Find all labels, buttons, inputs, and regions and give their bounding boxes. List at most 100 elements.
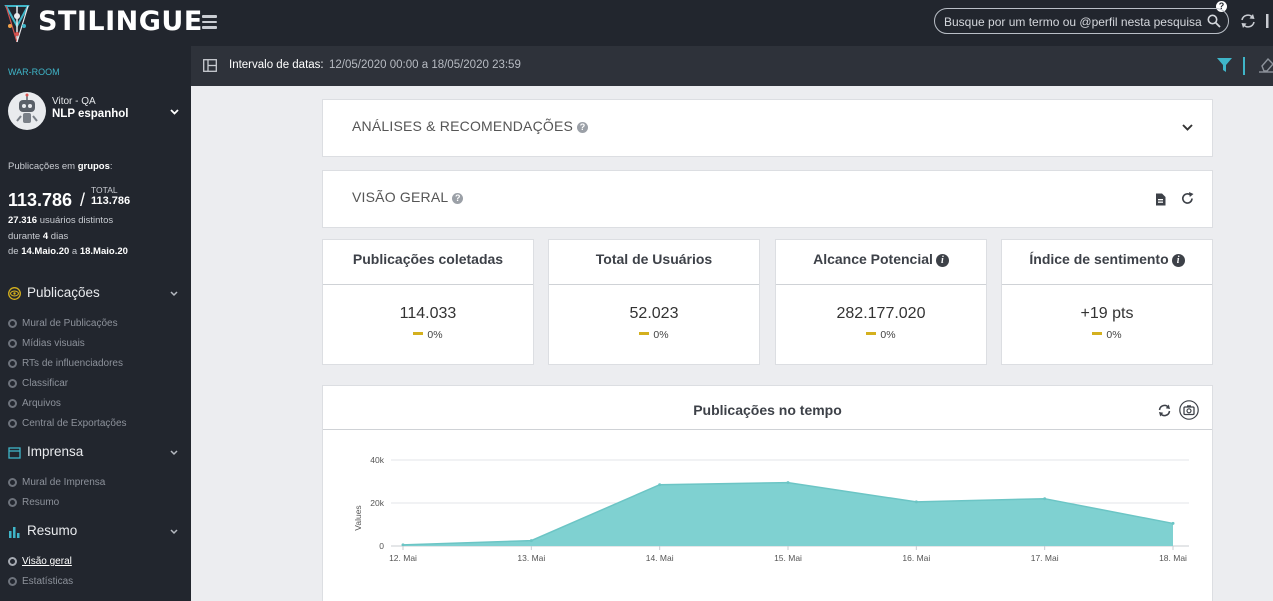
data-point[interactable] [914, 500, 918, 504]
chevron-down-icon[interactable] [170, 109, 179, 115]
section-imprensa[interactable]: Imprensa [8, 444, 183, 462]
chevron-down-icon[interactable] [170, 529, 178, 535]
bullet-icon [8, 577, 17, 586]
date-range-bar: Intervalo de datas: 12/05/2020 00:00 a 1… [191, 46, 1273, 86]
date-range-value[interactable]: 12/05/2020 00:00 a 18/05/2020 23:59 [329, 59, 521, 71]
x-tick-label: 18. Mai [1159, 553, 1187, 563]
avatar [8, 92, 46, 130]
data-point[interactable] [401, 543, 405, 547]
bullet-icon [8, 339, 17, 348]
top-bar: STILINGUE ? [0, 0, 1273, 46]
bullet-icon [8, 419, 17, 428]
y-tick-label: 20k [370, 498, 384, 508]
chart-card: Publicações no tempo 0 20k 40k 12. Mai 13. … [322, 385, 1213, 601]
sync-icon[interactable] [1240, 13, 1256, 29]
date-range-label: Intervalo de datas: [229, 59, 324, 71]
help-icon[interactable]: ? [577, 122, 589, 133]
section-resumo[interactable]: Resumo [8, 523, 183, 541]
section-label: Publicações [27, 285, 100, 300]
x-tick-label: 16. Mai [902, 553, 930, 563]
x-tick-label: 12. Mai [389, 553, 417, 563]
chevron-down-icon[interactable] [1182, 124, 1193, 131]
kpi-value: 282.177.020 [836, 305, 926, 322]
chart-header: Publicações no tempo [323, 386, 1212, 430]
menu-toggle-icon[interactable] [202, 15, 217, 29]
bullet-icon [8, 557, 17, 566]
bullet-icon [8, 319, 17, 328]
period-dates: de 14.Maio.20 a 18.Maio.20 [8, 246, 128, 257]
total-label: TOTAL [91, 185, 118, 195]
layout-icon[interactable] [203, 59, 217, 72]
chart-title: Publicações no tempo [693, 402, 842, 418]
data-point[interactable] [786, 481, 790, 485]
kpi-title: Total de Usuários [595, 251, 713, 267]
chevron-down-icon[interactable] [170, 450, 178, 456]
bullet-icon [8, 359, 17, 368]
kpi-value: 52.023 [629, 305, 679, 322]
profile-name[interactable]: NLP espanhol [52, 108, 129, 120]
expand-icon[interactable] [1266, 13, 1273, 29]
eye-icon [8, 287, 21, 300]
data-point[interactable] [1043, 497, 1047, 501]
kpi-header: Alcance Potencial i [776, 240, 986, 285]
x-tick-label: 14. Mai [646, 553, 674, 563]
kpi-title: Índice de sentimento [1029, 251, 1169, 267]
logo-text: STILINGUE [38, 6, 203, 37]
publications-area-chart: 0 20k 40k 12. Mai 13. Mai 14. Mai 15. Mai 16. … [353, 455, 1189, 563]
analysis-card[interactable]: ANÁLISES & RECOMENDAÇÕES? [322, 99, 1213, 157]
pdf-icon[interactable] [1155, 193, 1166, 206]
y-axis-title: Values [353, 505, 363, 530]
series-area[interactable] [403, 482, 1173, 546]
section-publicacoes[interactable]: Publicações [8, 285, 183, 303]
info-icon[interactable]: i [935, 254, 949, 267]
section-label: Imprensa [27, 444, 84, 459]
filter-icon[interactable] [1217, 57, 1232, 73]
period-days: durante 4 dias [8, 231, 69, 242]
kpi-delta: 0% [323, 329, 533, 341]
x-tick-label: 17. Mai [1031, 553, 1059, 563]
profile-user: Vitor - QA [52, 96, 96, 107]
refresh-icon[interactable] [1158, 404, 1171, 417]
overview-card: VISÃO GERAL? [322, 170, 1213, 228]
refresh-icon[interactable] [1181, 192, 1194, 205]
chevron-down-icon[interactable] [170, 291, 178, 297]
kpi-delta: 0% [549, 329, 759, 341]
distinct-users: 27.316 usuários distintos [8, 215, 114, 226]
neutral-dash-icon [639, 332, 650, 335]
eraser-icon[interactable] [1259, 57, 1273, 73]
bullet-icon [8, 498, 17, 507]
kpi-header: Publicações coletadas [323, 240, 533, 285]
war-room-label[interactable]: WAR-ROOM [8, 67, 60, 77]
kpi-card-sentimento: Índice de sentimento i +19 pts 0% [1001, 239, 1213, 365]
info-icon[interactable]: i [1171, 254, 1185, 267]
kpi-header: Total de Usuários [549, 240, 759, 285]
help-icon[interactable]: ? [1216, 1, 1227, 12]
kpi-title: Alcance Potencial [813, 251, 933, 267]
bullet-icon [8, 379, 17, 388]
help-icon[interactable]: ? [452, 193, 464, 204]
publications-label: Publicações em grupos: [8, 161, 113, 172]
neutral-dash-icon [866, 332, 877, 335]
search-box[interactable] [934, 8, 1229, 34]
kpi-value: 114.033 [399, 305, 457, 322]
x-tick-label: 13. Mai [517, 553, 545, 563]
data-point[interactable] [658, 483, 662, 487]
x-tick-label: 15. Mai [774, 553, 802, 563]
analysis-title: ANÁLISES & RECOMENDAÇÕES? [352, 118, 589, 134]
sidebar: WAR-ROOM Vitor - QA NLP espanhol Publica… [0, 46, 191, 601]
data-point[interactable] [529, 539, 533, 543]
camera-icon[interactable] [1179, 400, 1199, 420]
y-tick-label: 40k [370, 455, 384, 465]
bullet-icon [8, 478, 17, 487]
robot-avatar-icon [16, 93, 38, 123]
kpi-card-publicacoes: Publicações coletadas 114.033 0% [322, 239, 534, 365]
kpi-card-alcance: Alcance Potencial i 282.177.020 0% [775, 239, 987, 365]
data-point[interactable] [1171, 521, 1175, 525]
logo-icon [4, 5, 30, 43]
publications-count: 113.786 [8, 190, 73, 210]
kpi-delta: 0% [776, 329, 986, 341]
kpi-value: +19 pts [1080, 305, 1134, 322]
search-icon[interactable] [1207, 14, 1221, 28]
bar-chart-icon [9, 527, 20, 538]
search-input[interactable] [944, 13, 1204, 30]
